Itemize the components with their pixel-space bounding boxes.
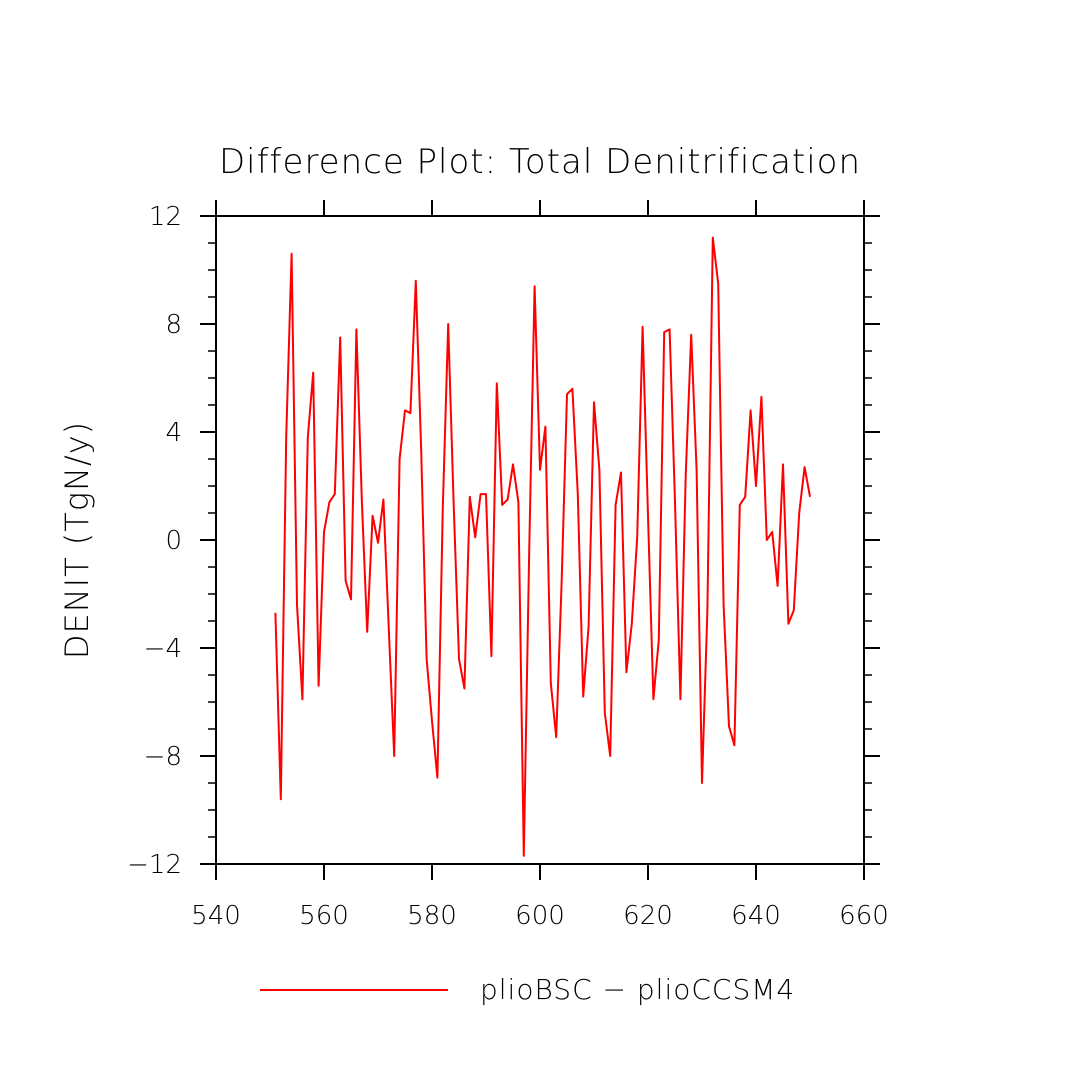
x-tick-label: 580 (407, 901, 457, 931)
legend: plioBSC − plioCCSM4 (260, 973, 795, 1006)
legend-label: plioBSC − plioCCSM4 (480, 973, 795, 1006)
y-tick-label: 12 (149, 202, 182, 232)
x-tick-label: 640 (731, 901, 781, 931)
series-line (274, 236, 811, 857)
x-tick-label: 600 (515, 901, 565, 931)
y-tick-label: −8 (144, 742, 182, 772)
x-tick-label: 560 (299, 901, 349, 931)
chart-title: Difference Plot: Total Denitrification (219, 142, 861, 182)
x-tick-label: 660 (839, 901, 889, 931)
y-tick-label: −12 (127, 850, 182, 880)
y-tick-label: 4 (165, 418, 182, 448)
y-tick-label: 0 (165, 526, 182, 556)
tick-labels: 540 560 580 600 620 640 660 −12 −8 −4 0 4 8 12 (127, 202, 889, 931)
y-axis-label: DENIT (TgN/y) (58, 421, 96, 659)
series-layer (274, 236, 811, 857)
ticks (200, 200, 880, 880)
x-tick-label: 620 (623, 901, 673, 931)
y-tick-label: 8 (165, 310, 182, 340)
y-tick-label: −4 (144, 634, 182, 664)
x-tick-label: 540 (191, 901, 241, 931)
